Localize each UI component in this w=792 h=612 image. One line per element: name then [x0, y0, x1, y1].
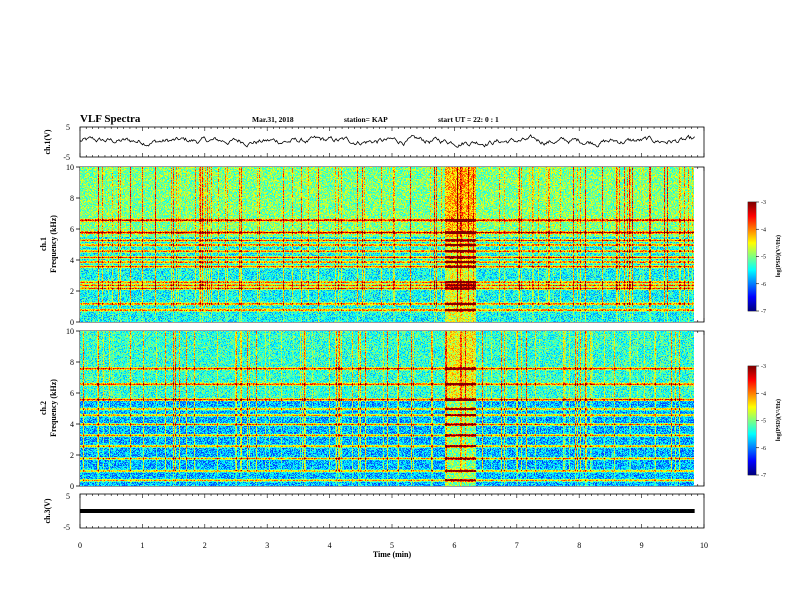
- spectrogram-ytick-label: 6: [70, 389, 74, 398]
- spectrogram-ytick-label: 0: [70, 482, 74, 491]
- ch1-waveform-ylabel: ch.1(V): [43, 129, 52, 154]
- spectrogram-ytick-label: 2: [70, 451, 74, 460]
- colorbar-tick-label: -7: [761, 473, 766, 479]
- time-tick-label: 7: [515, 541, 519, 550]
- ch2-spectrogram-ylabel: ch.2: [39, 401, 48, 415]
- time-tick-label: 2: [203, 541, 207, 550]
- ch1-colorbar: [748, 202, 756, 311]
- ch1-ytick-5: 5: [66, 123, 70, 132]
- ch3-ytick-neg5: -5: [63, 523, 70, 532]
- spectrogram-ytick-label: 4: [70, 256, 74, 265]
- colorbar-tick-label: -6: [761, 446, 766, 452]
- station-label: station= KAP: [344, 115, 388, 124]
- ch1-frequency-ylabel: Frequency (kHz): [49, 215, 58, 273]
- time-tick-label: 4: [328, 541, 332, 550]
- spectrogram-ytick-label: 8: [70, 194, 74, 203]
- colorbar-tick-label: -5: [761, 255, 766, 261]
- colorbar-tick-label: -4: [761, 227, 766, 233]
- spectrogram-ytick-label: 8: [70, 358, 74, 367]
- spectrogram-ytick-label: 4: [70, 420, 74, 429]
- ch1-spectrogram-ylabel: ch.1: [39, 237, 48, 251]
- time-axis-label: Time (min): [373, 550, 412, 559]
- ch1-spectrogram-image: [80, 167, 694, 322]
- ch2-colorbar: [748, 366, 756, 475]
- ch2-frequency-ylabel: Frequency (kHz): [49, 379, 58, 437]
- spectrogram-ytick-label: 0: [70, 318, 74, 327]
- figure-title: VLF Spectra: [80, 113, 141, 125]
- ch3-waveform-ylabel: ch.3(V): [43, 498, 52, 523]
- time-tick-label: 3: [265, 541, 269, 550]
- time-tick-label: 6: [452, 541, 456, 550]
- colorbar-tick-label: -6: [761, 282, 766, 288]
- ch1-colorbar-label: log(PSD)(V²/Hz): [775, 235, 782, 277]
- colorbar-tick-label: -7: [761, 309, 766, 315]
- time-tick-label: 9: [640, 541, 644, 550]
- time-tick-label: 5: [390, 541, 394, 550]
- date-label: Mar.31, 2018: [252, 115, 294, 124]
- ch3-ytick-5: 5: [66, 492, 70, 501]
- time-tick-label: 0: [78, 541, 82, 550]
- colorbar-tick-label: -4: [761, 391, 766, 397]
- colorbar-tick-label: -5: [761, 419, 766, 425]
- ch1-waveform-line: [79, 134, 695, 148]
- spectrogram-ytick-label: 10: [66, 163, 74, 172]
- ch2-colorbar-label: log(PSD)(V²/Hz): [775, 399, 782, 441]
- time-tick-label: 8: [577, 541, 581, 550]
- ch1-ytick-neg5: -5: [63, 153, 70, 162]
- time-tick-label: 1: [140, 541, 144, 550]
- colorbar-tick-label: -3: [761, 364, 766, 370]
- ch2-spectrogram-image: [80, 331, 694, 486]
- time-tick-label: 10: [700, 541, 708, 550]
- colorbar-tick-label: -3: [761, 200, 766, 206]
- spectrogram-ytick-label: 2: [70, 287, 74, 296]
- spectrogram-ytick-label: 10: [66, 327, 74, 336]
- spectrogram-ytick-label: 6: [70, 225, 74, 234]
- start-time-label: start UT = 22: 0 : 1: [438, 115, 499, 124]
- ch1-waveform-frame: [79, 126, 705, 158]
